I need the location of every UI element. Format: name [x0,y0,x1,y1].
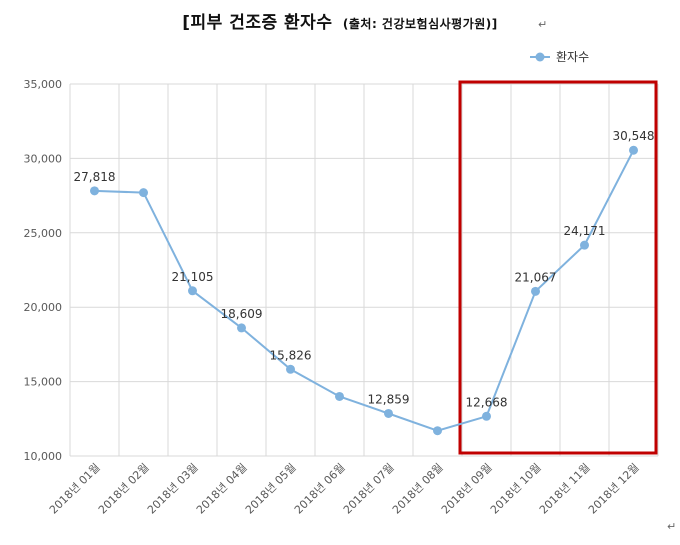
legend: 환자수 [530,50,589,64]
grid-lines [69,83,659,457]
data-point [580,240,589,250]
data-label: 15,826 [270,348,312,362]
legend-marker [535,52,545,62]
x-tick-label: 2018년 08월 [390,461,446,517]
highlight-box [458,80,658,455]
x-tick-label: 2018년 04월 [194,461,250,517]
y-tick-label: 30,000 [24,152,63,165]
data-point [482,411,491,421]
paragraph-mark-icon: ↵ [667,520,677,533]
y-tick-label: 10,000 [24,450,63,463]
data-point [384,408,393,418]
x-tick-label: 2018년 03월 [145,461,201,517]
data-point [188,286,197,296]
x-tick-label: 2018년 10월 [488,461,544,517]
x-tick-label: 2018년 07월 [341,461,397,517]
data-label: 21,067 [515,270,557,284]
paragraph-mark-icon: ↵ [538,18,548,31]
data-point [629,145,638,155]
chart-title-source: (출처: 건강보험심사평가원)] [342,17,498,31]
x-tick-label: 2018년 09월 [439,461,495,517]
data-labels: 27,818 21,105 18,609 15,826 12,859 12,668 21,0… [74,129,655,409]
data-point [335,391,344,401]
data-label: 24,171 [564,224,606,238]
x-tick-label: 2018년 02월 [96,461,152,517]
data-point [286,364,295,374]
y-tick-label: 35,000 [24,78,63,91]
data-point [531,286,540,296]
y-tick-label: 15,000 [24,376,63,389]
data-label: 12,859 [368,392,410,406]
x-tick-label: 2018년 11월 [537,461,593,517]
y-tick-label: 20,000 [24,301,63,314]
legend-label: 환자수 [556,50,589,64]
data-label: 27,818 [74,170,116,184]
data-points [90,145,638,436]
data-label: 21,105 [172,270,214,284]
data-point [433,426,442,436]
data-label: 18,609 [221,307,263,321]
x-tick-label: 2018년 06월 [292,461,348,517]
x-tick-label: 2018년 05월 [243,461,299,517]
series-line-환자수 [94,149,635,432]
y-tick-label: 25,000 [24,227,63,240]
chart-title: [피부 건조증 환자수 (출처: 건강보험심사평가원)] [0,8,680,33]
data-label: 30,548 [613,129,655,143]
data-point [90,186,99,196]
data-point [139,188,148,198]
y-axis-ticks: 10,000 15,000 20,000 25,000 30,000 35,000 [24,78,63,463]
x-tick-label: 2018년 01월 [47,461,103,517]
x-tick-label: 2018년 12월 [586,461,642,517]
data-label: 12,668 [466,395,508,409]
data-point [237,323,246,333]
chart-title-main: [피부 건조증 환자수 [182,13,333,33]
